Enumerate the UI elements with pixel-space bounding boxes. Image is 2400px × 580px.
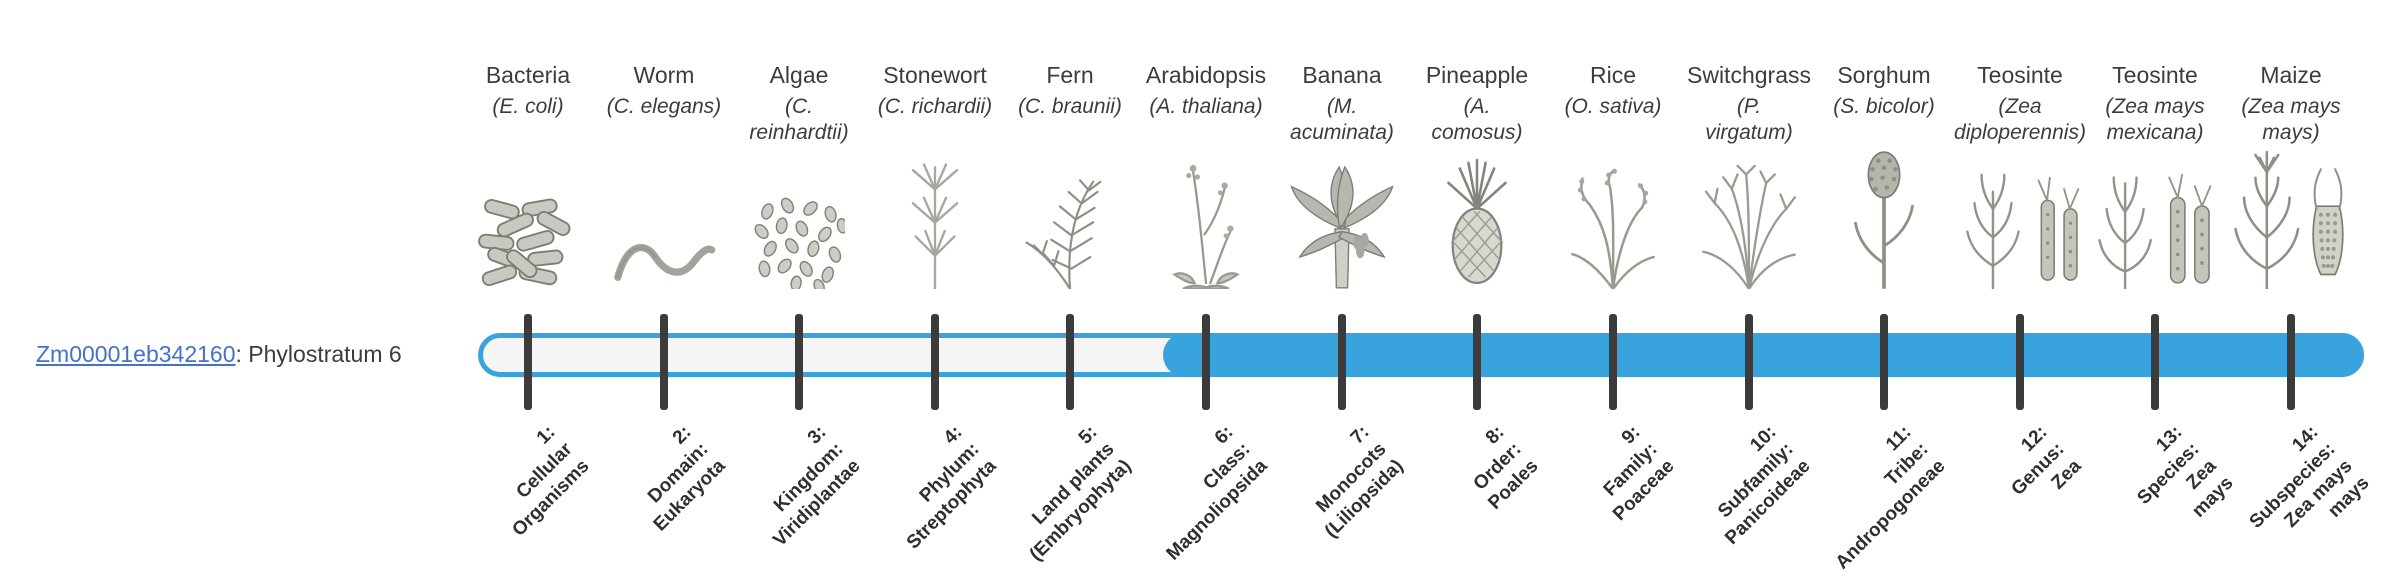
switchgrass-illustration-icon	[1697, 163, 1801, 294]
phylostratum-tick-8	[1473, 314, 1481, 410]
organism-scientific-name: (Zea mays mexicana)	[2105, 95, 2205, 144]
organism-scientific-name: (O. sativa)	[1564, 95, 1662, 118]
organism-common-name: Rice	[1589, 62, 1636, 88]
organism-scientific-name: (A. comosus)	[1431, 95, 1523, 144]
organism-scientific-name: (Zea mays mays)	[2241, 95, 2341, 144]
organism-common-name: Maize	[2260, 62, 2322, 88]
phylostratum-tick-10	[1745, 314, 1753, 410]
organism-illustration-box	[1382, 158, 1572, 294]
organism-common-name: Algae	[769, 62, 829, 88]
stratum-column-1: Bacteria (E. coli)	[433, 58, 623, 294]
organism-common-name: Switchgrass	[1687, 62, 1811, 88]
arabidopsis-illustration-icon	[1163, 151, 1249, 294]
organism-illustration-box	[2060, 160, 2250, 294]
organism-scientific-name: (E. coli)	[492, 95, 564, 118]
stratum-column-12: Teosinte (Zea diploperennis)	[1925, 58, 2115, 294]
pineapple-illustration-icon	[1437, 151, 1517, 294]
phylostratum-tick-9	[1609, 314, 1617, 410]
organism-common-name: Fern	[1046, 62, 1094, 88]
stratum-column-3: Algae (C. reinhardtii)	[704, 58, 894, 294]
phylostratum-tick-11	[1880, 314, 1888, 410]
organism-common-name: Teosinte	[2112, 62, 2198, 88]
organism-scientific-name: (A. thaliana)	[1149, 95, 1263, 118]
phylostratum-tick-3	[795, 314, 803, 410]
stratum-column-6: Arabidopsis (A. thaliana)	[1111, 58, 1301, 294]
stonewort-illustration-icon	[896, 159, 974, 294]
algae-illustration-icon	[753, 197, 848, 294]
organism-common-name: Bacteria	[485, 62, 571, 88]
organism-common-name: Sorghum	[1837, 62, 1931, 88]
timeline-bar-filled-segment	[1163, 333, 2364, 377]
rice-illustration-icon	[1565, 167, 1661, 294]
organism-scientific-name: (P. virgatum)	[1705, 95, 1793, 144]
banana-illustration-icon	[1283, 163, 1401, 294]
fern-illustration-icon	[1015, 173, 1125, 294]
gene-link[interactable]: Zm00001eb342160	[36, 341, 236, 367]
phylostratum-tick-7	[1338, 314, 1346, 410]
organism-illustration-box	[1111, 160, 1301, 294]
organism-common-name: Teosinte	[1977, 62, 2063, 88]
stratum-column-14: Maize (Zea mays mays)	[2196, 58, 2386, 294]
phylostratum-tick-6	[1202, 314, 1210, 410]
phylostratum-tick-1	[524, 314, 532, 410]
stratum-column-8: Pineapple (A. comosus)	[1382, 58, 1572, 294]
organism-illustration-box	[704, 160, 894, 294]
organism-common-name: Arabidopsis	[1145, 62, 1267, 88]
stratum-column-10: Switchgrass (P. virgatum)	[1654, 58, 1844, 294]
phylostratum-tick-14	[2287, 314, 2295, 410]
teosinte-mexicana-illustration-icon	[2091, 163, 2219, 294]
organism-illustration-box	[1654, 160, 1844, 294]
stratum-column-11: Sorghum (S. bicolor)	[1789, 58, 1979, 294]
organism-common-name: Banana	[1302, 62, 1382, 88]
bacteria-illustration-icon	[476, 197, 580, 294]
organism-illustration-box	[2196, 150, 2386, 294]
phylostratum-text: : Phylostratum 6	[235, 341, 402, 367]
phylostratum-tick-12	[2016, 314, 2024, 410]
phylostratum-tick-13	[2151, 314, 2159, 410]
organism-illustration-box	[1789, 151, 1979, 294]
organism-illustration-box	[1518, 160, 1708, 294]
organism-scientific-name: (C. elegans)	[606, 95, 722, 118]
stratum-column-13: Teosinte (Zea mays mexicana)	[2060, 58, 2250, 294]
sorghum-illustration-icon	[1847, 149, 1921, 294]
organism-illustration-box	[569, 160, 759, 294]
organism-scientific-name: (M. acuminata)	[1290, 95, 1394, 144]
organism-illustration-box	[1925, 160, 2115, 294]
stratum-column-5: Fern (C. braunii)	[975, 58, 1165, 294]
phylostratum-tick-2	[660, 314, 668, 410]
stratum-column-7: Banana (M. acuminata)	[1247, 58, 1437, 294]
organism-common-name: Stonewort	[883, 62, 987, 88]
stratum-column-9: Rice (O. sativa)	[1518, 58, 1708, 294]
worm-illustration-icon	[612, 231, 716, 294]
organism-illustration-box	[975, 160, 1165, 294]
organism-common-name: Pineapple	[1425, 62, 1529, 88]
gene-label: Zm00001eb342160: Phylostratum 6	[36, 341, 402, 368]
organism-scientific-name: (S. bicolor)	[1833, 95, 1935, 118]
organism-illustration-box	[1247, 160, 1437, 294]
teosinte-diplo-illustration-icon	[1956, 163, 2084, 294]
organism-scientific-name: (C. reinhardtii)	[749, 95, 849, 144]
organism-scientific-name: (C. richardii)	[877, 95, 993, 118]
organism-illustration-box	[433, 160, 623, 294]
organism-scientific-name: (C. braunii)	[1018, 95, 1122, 118]
organism-scientific-name: (Zea diploperennis)	[1954, 95, 2086, 144]
stratum-column-2: Worm (C. elegans)	[569, 58, 759, 294]
phylostratum-tick-5	[1066, 314, 1074, 410]
organism-common-name: Worm	[633, 62, 695, 88]
stratum-column-4: Stonewort (C. richardii)	[840, 58, 1030, 294]
maize-illustration-icon	[2227, 149, 2355, 294]
organism-illustration-box	[840, 160, 1030, 294]
phylostratum-tick-4	[931, 314, 939, 410]
